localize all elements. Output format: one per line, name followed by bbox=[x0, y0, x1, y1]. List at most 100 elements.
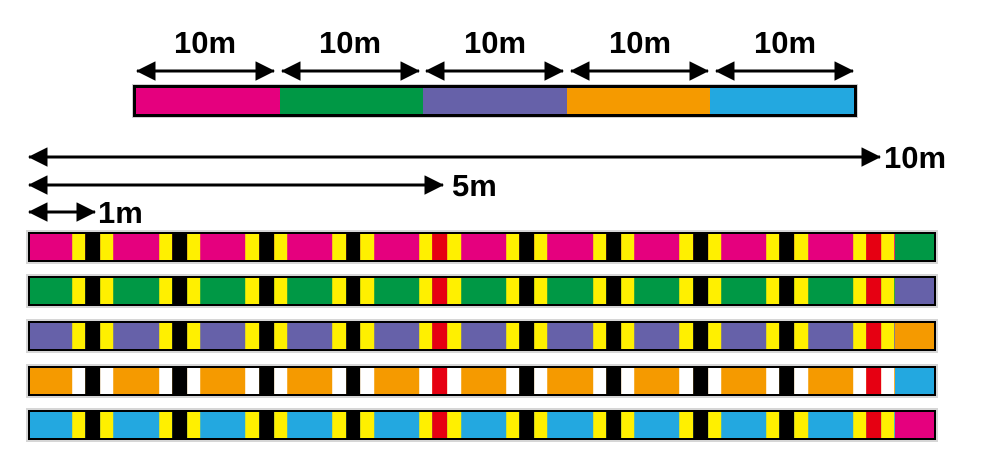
meter-mark-4 bbox=[332, 234, 374, 260]
segment-2-length-label: 10m bbox=[318, 25, 382, 60]
center-stripe bbox=[172, 278, 188, 304]
tick-stripe bbox=[158, 234, 173, 260]
center-stripe bbox=[519, 412, 535, 438]
tick-stripe bbox=[332, 412, 346, 438]
meter-mark-2 bbox=[158, 412, 201, 438]
tick-stripe bbox=[332, 278, 346, 304]
center-stripe bbox=[258, 412, 274, 438]
meter-mark-4 bbox=[332, 368, 374, 394]
tick-stripe bbox=[419, 234, 433, 260]
meter-mark-8 bbox=[679, 278, 722, 304]
center-stripe bbox=[606, 278, 621, 304]
tick-stripe bbox=[360, 368, 374, 394]
center-stripe bbox=[345, 368, 361, 394]
meter-mark-9 bbox=[766, 278, 808, 304]
meter-mark-3 bbox=[245, 323, 288, 349]
meter-mark-8 bbox=[679, 234, 722, 260]
tick-stripe bbox=[273, 323, 288, 349]
center-stripe bbox=[85, 234, 101, 260]
tick-stripe bbox=[187, 234, 201, 260]
accent-center-stripe bbox=[432, 278, 448, 304]
center-stripe bbox=[606, 323, 621, 349]
meter-mark-1 bbox=[72, 412, 114, 438]
tick-stripe bbox=[881, 234, 895, 260]
tick-stripe bbox=[881, 412, 895, 438]
tick-stripe bbox=[72, 412, 86, 438]
center-stripe bbox=[692, 368, 708, 394]
meter-mark-9 bbox=[766, 323, 808, 349]
next-segment-color-tail bbox=[894, 323, 934, 349]
tick-stripe bbox=[273, 412, 288, 438]
tick-stripe bbox=[447, 323, 461, 349]
tick-stripe bbox=[505, 323, 520, 349]
tick-stripe bbox=[679, 412, 693, 438]
accent-center-stripe bbox=[866, 412, 882, 438]
meter-mark-2 bbox=[158, 234, 201, 260]
center-stripe bbox=[345, 234, 361, 260]
meter-mark-1 bbox=[72, 368, 114, 394]
tick-stripe bbox=[332, 323, 346, 349]
tick-stripe bbox=[592, 323, 607, 349]
meter-mark-6 bbox=[505, 412, 548, 438]
line-bar-blue-10m bbox=[28, 410, 936, 440]
center-stripe bbox=[606, 412, 621, 438]
tick-stripe bbox=[534, 368, 548, 394]
center-stripe bbox=[519, 323, 535, 349]
tick-stripe bbox=[158, 412, 173, 438]
tick-stripe bbox=[360, 412, 374, 438]
center-stripe bbox=[172, 234, 188, 260]
tick-stripe bbox=[534, 278, 548, 304]
tick-stripe bbox=[505, 412, 520, 438]
center-stripe bbox=[606, 234, 621, 260]
meter-mark-9 bbox=[766, 412, 808, 438]
center-stripe bbox=[258, 323, 274, 349]
tick-stripe bbox=[766, 368, 780, 394]
tick-stripe bbox=[419, 278, 433, 304]
meter-mark-8 bbox=[679, 323, 722, 349]
color-segment-green bbox=[279, 88, 424, 114]
meter-mark-5-red bbox=[419, 412, 461, 438]
segment-5-length-label: 10m bbox=[753, 25, 817, 60]
center-stripe bbox=[519, 278, 535, 304]
accent-center-stripe bbox=[866, 323, 882, 349]
line-bar-pink-10m bbox=[28, 232, 936, 262]
tick-stripe bbox=[158, 278, 173, 304]
tick-stripe bbox=[245, 278, 259, 304]
center-stripe bbox=[258, 278, 274, 304]
tick-stripe bbox=[100, 412, 114, 438]
meter-mark-3 bbox=[245, 234, 288, 260]
center-stripe bbox=[345, 412, 361, 438]
center-stripe bbox=[692, 412, 708, 438]
meter-mark-3 bbox=[245, 368, 288, 394]
center-stripe bbox=[172, 323, 188, 349]
center-stripe bbox=[519, 368, 535, 394]
tick-stripe bbox=[245, 323, 259, 349]
tick-stripe bbox=[505, 368, 520, 394]
tick-stripe bbox=[72, 234, 86, 260]
center-stripe bbox=[779, 234, 795, 260]
tick-stripe bbox=[766, 412, 780, 438]
tick-stripe bbox=[766, 234, 780, 260]
tick-stripe bbox=[100, 234, 114, 260]
tick-stripe bbox=[679, 368, 693, 394]
tick-stripe bbox=[853, 278, 867, 304]
meter-mark-6 bbox=[505, 234, 548, 260]
tick-stripe bbox=[534, 412, 548, 438]
center-stripe bbox=[85, 368, 101, 394]
tick-stripe bbox=[100, 368, 114, 394]
meter-mark-10-red bbox=[853, 278, 895, 304]
tick-stripe bbox=[853, 368, 867, 394]
accent-center-stripe bbox=[432, 368, 448, 394]
next-segment-color-tail bbox=[894, 234, 934, 260]
tick-stripe bbox=[881, 278, 895, 304]
tick-stripe bbox=[707, 323, 722, 349]
meter-mark-10-red bbox=[853, 368, 895, 394]
meter-mark-4 bbox=[332, 412, 374, 438]
accent-center-stripe bbox=[432, 234, 448, 260]
accent-center-stripe bbox=[432, 412, 448, 438]
tick-stripe bbox=[187, 278, 201, 304]
center-stripe bbox=[779, 278, 795, 304]
tick-stripe bbox=[592, 234, 607, 260]
line-bar-orange-10m bbox=[28, 366, 936, 396]
meter-mark-2 bbox=[158, 368, 201, 394]
